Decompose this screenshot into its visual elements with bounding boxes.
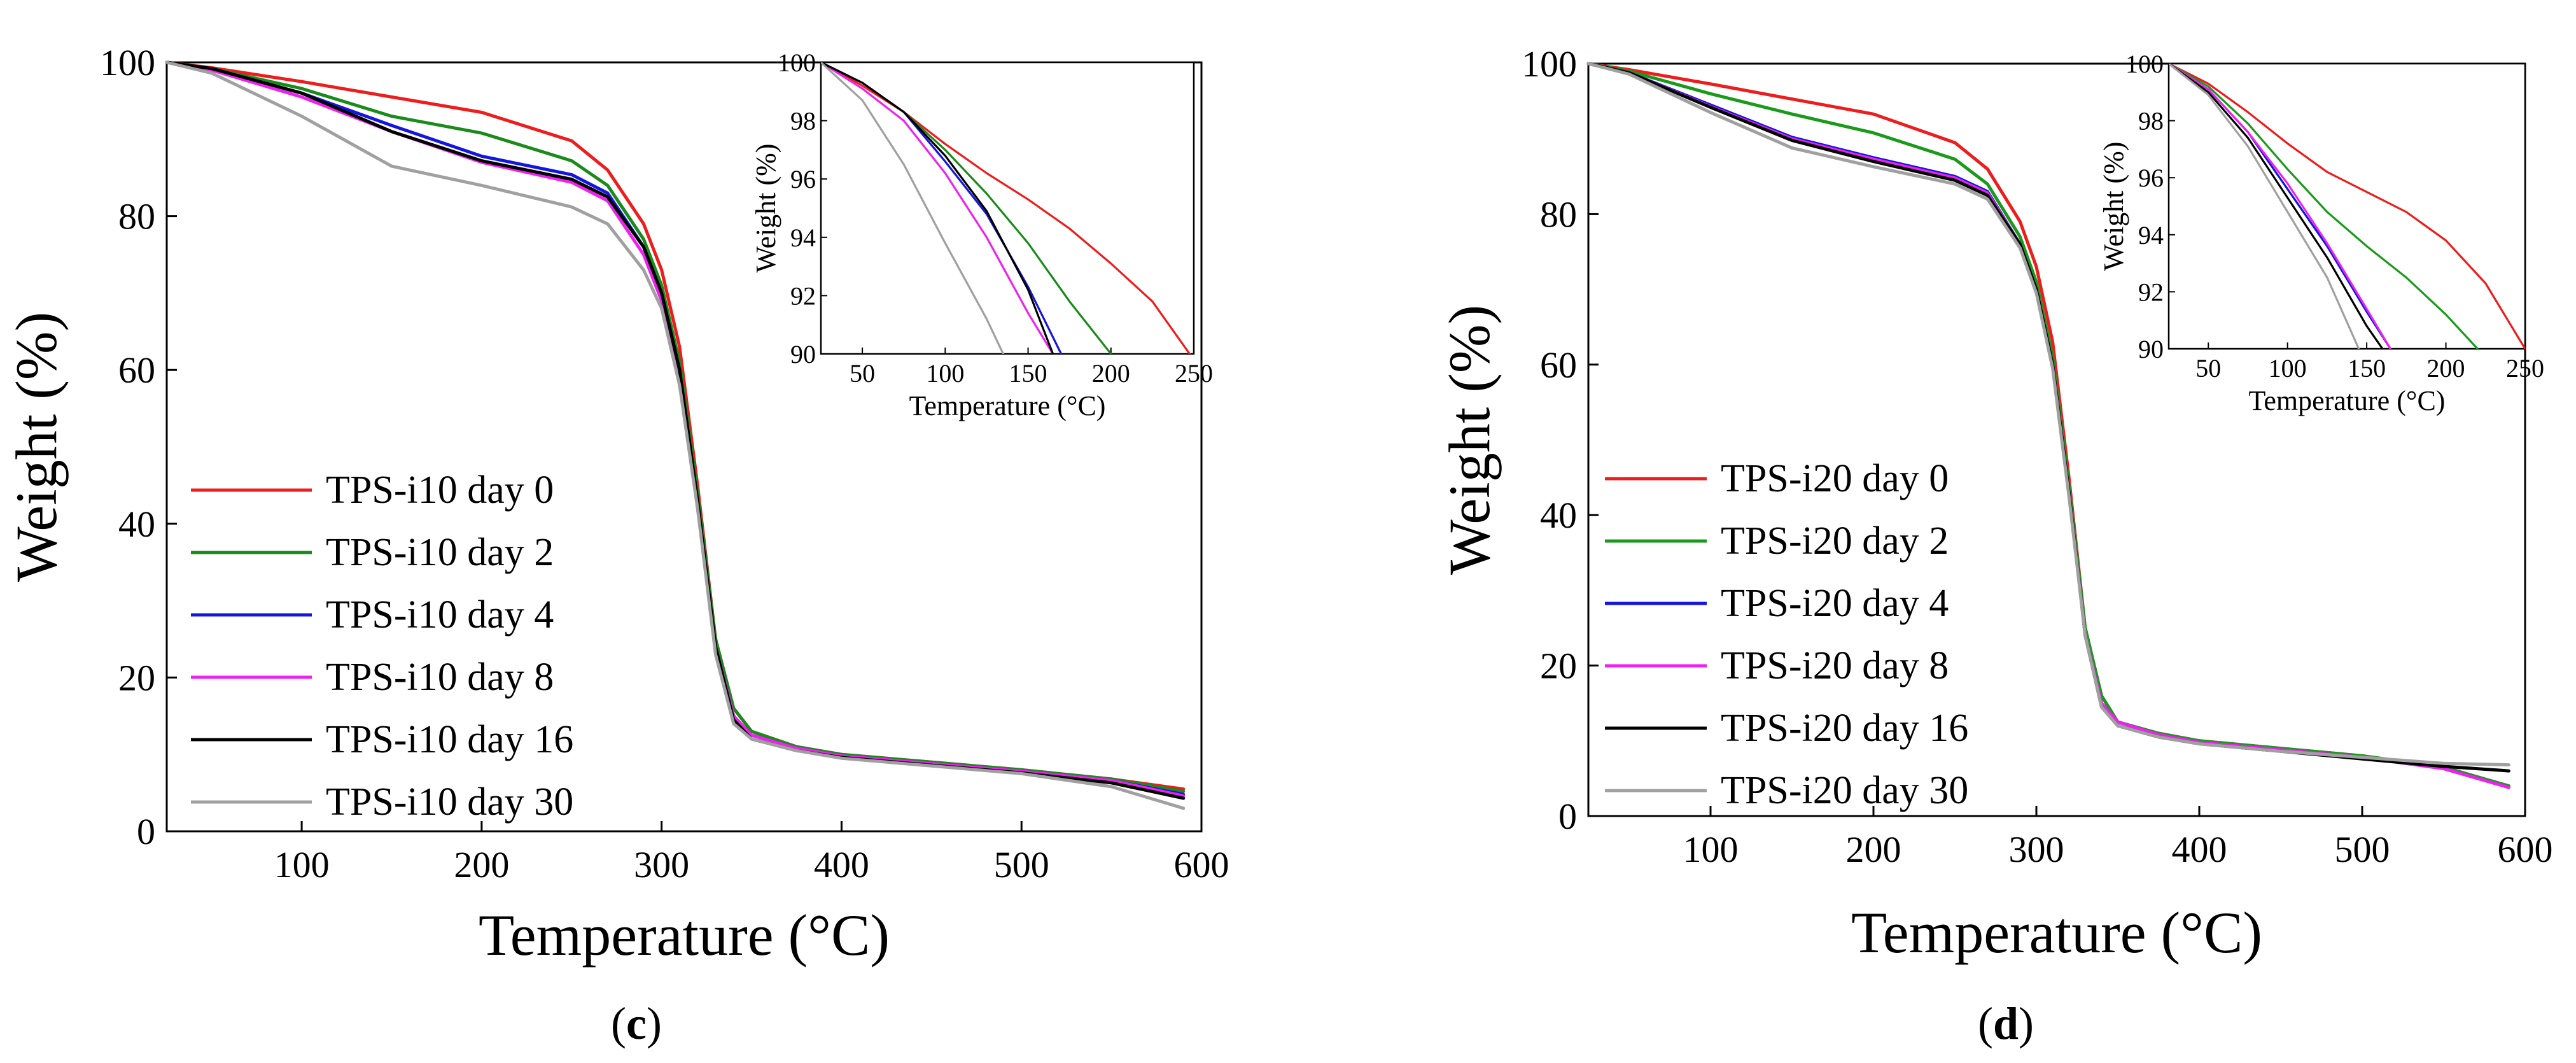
panel-c: 100 200 300 400 500 600020406080100Temperatur… [4, 42, 1229, 968]
legend-entry: TPS-i20 day 2 [1721, 519, 1949, 563]
x-axis-label: Temperature (°C) [479, 903, 890, 968]
series-line-6 [1586, 62, 2510, 767]
x-tick-label: 600 [1174, 844, 1229, 885]
legend-entry: TPS-i10 day 30 [326, 780, 573, 824]
x-tick-label: 200 [454, 844, 509, 885]
y-tick-label: 0 [137, 811, 155, 852]
inset-y-tick-label: 100 [2125, 50, 2164, 78]
inset-x-tick-label: 50 [850, 359, 875, 388]
inset-series-line-2 [2169, 64, 2479, 349]
inset-series-line-4 [2169, 64, 2391, 349]
x-tick-label: 400 [2172, 829, 2227, 870]
plot-frame [165, 61, 1203, 833]
legend-entry: TPS-i10 day 0 [326, 468, 554, 512]
series-line-6 [165, 60, 1186, 810]
x-tick-label: 600 [2498, 829, 2553, 870]
inset-x-tick-label: 200 [2427, 354, 2465, 383]
inset-x-tick-label: 100 [2269, 354, 2307, 383]
y-tick-label: 60 [1540, 344, 1577, 386]
inset-y-tick-label: 94 [790, 223, 816, 252]
inset-x-tick-label: 200 [1092, 359, 1130, 388]
x-tick-label: 300 [2009, 829, 2064, 870]
x-tick-label: 400 [814, 844, 869, 885]
x-tick-label: 300 [634, 844, 689, 885]
y-tick-label: 80 [1540, 194, 1577, 235]
y-tick-label: 40 [1540, 495, 1577, 536]
x-tick-label: 200 [1846, 829, 1901, 870]
y-tick-label: 20 [1540, 645, 1577, 687]
inset-frame [820, 61, 1195, 355]
x-tick-label: 100 [274, 844, 330, 885]
y-tick-label: 20 [118, 657, 155, 698]
x-tick-label: 100 [1683, 829, 1739, 870]
inset-x-tick-label: 50 [2195, 354, 2221, 383]
legend-entry: TPS-i10 day 8 [326, 656, 554, 699]
inset-frame [2167, 62, 2526, 350]
legend-entry: TPS-i20 day 16 [1721, 707, 1968, 750]
inset-y-tick-label: 90 [790, 340, 816, 369]
inset-y-tick-label: 90 [2138, 335, 2164, 363]
panel-label-c: (c) [611, 998, 662, 1049]
legend-entry: TPS-i10 day 16 [326, 718, 573, 761]
inset-series-line-5 [821, 62, 1054, 354]
inset-series-line-1 [2169, 64, 2525, 349]
legend-entry: TPS-i20 day 30 [1721, 769, 1968, 812]
y-tick-label: 100 [1522, 43, 1577, 85]
inset-x-tick-label: 150 [2348, 354, 2386, 383]
inset-x-tick-label: 250 [1175, 359, 1213, 388]
y-tick-label: 80 [118, 196, 155, 237]
inset-series-line-5 [2169, 64, 2384, 349]
y-tick-label: 0 [1558, 796, 1577, 837]
inset-x-axis-label: Temperature (°C) [909, 390, 1106, 421]
plot-frame [1587, 62, 2526, 817]
inset-series-line-1 [821, 62, 1191, 354]
inset-series-line-6 [821, 62, 1005, 354]
legend-entry: TPS-i20 day 4 [1721, 582, 1949, 625]
legend-entry: TPS-i10 day 4 [326, 593, 554, 637]
y-axis-label: Weight (%) [1437, 305, 1502, 575]
y-tick-label: 60 [118, 349, 155, 391]
inset-y-axis-label: Weight (%) [750, 144, 781, 273]
inset-y-axis-label: Weight (%) [2098, 142, 2129, 271]
inset-y-tick-label: 92 [2138, 278, 2164, 306]
x-tick-label: 500 [994, 844, 1049, 885]
inset-x-tick-label: 150 [1009, 359, 1047, 388]
inset-series-line-6 [2169, 64, 2360, 349]
panel-d: 100 200 300 400 500 600020406080100Temperatur… [1437, 43, 2553, 965]
inset-series-line-4 [821, 62, 1054, 354]
inset-y-tick-label: 94 [2138, 221, 2164, 250]
inset-y-tick-label: 100 [778, 48, 816, 77]
inset-y-tick-label: 96 [2138, 164, 2164, 192]
x-axis-label: Temperature (°C) [1851, 900, 2262, 965]
y-axis-label: Weight (%) [4, 312, 69, 582]
inset-y-tick-label: 96 [790, 165, 816, 194]
x-tick-label: 500 [2335, 829, 2390, 870]
inset-y-tick-label: 98 [790, 107, 816, 136]
legend-entry: TPS-i20 day 0 [1721, 457, 1949, 500]
legend-entry: TPS-i10 day 2 [326, 531, 554, 574]
panel-label-d: (d) [1978, 998, 2034, 1049]
inset-y-tick-label: 92 [790, 281, 816, 310]
inset-x-tick-label: 250 [2506, 354, 2544, 383]
inset-x-tick-label: 100 [926, 359, 964, 388]
inset-x-axis-label: Temperature (°C) [2249, 385, 2446, 416]
legend-entry: TPS-i20 day 8 [1721, 644, 1949, 687]
y-tick-label: 100 [100, 42, 155, 83]
y-tick-label: 40 [118, 503, 155, 545]
inset-y-tick-label: 98 [2138, 107, 2164, 136]
